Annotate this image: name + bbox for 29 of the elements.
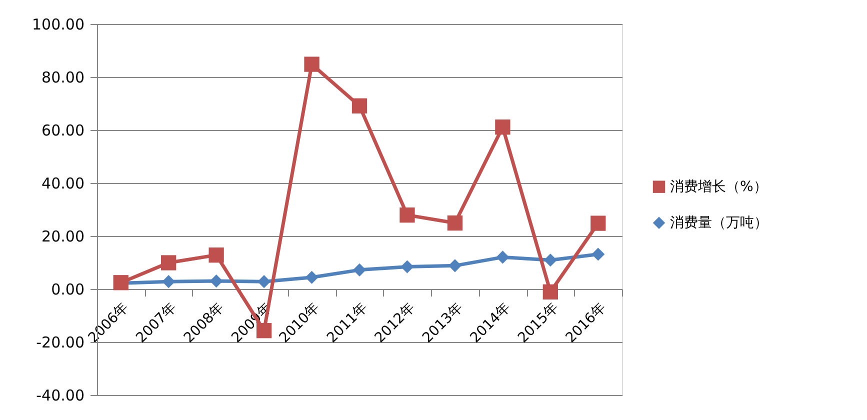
point: [305, 270, 318, 284]
point: [352, 98, 368, 114]
point: [590, 216, 606, 231]
point: [304, 56, 320, 72]
point: [208, 247, 224, 263]
point: [544, 254, 557, 267]
y-tick-label: 20.00: [42, 228, 84, 246]
legend-label: 消费增长（%）: [670, 178, 768, 195]
y-tick-label: 60.00: [42, 122, 84, 140]
y-tick-label: 100.00: [32, 16, 84, 34]
y-tick-label: 0.00: [51, 280, 84, 298]
point: [447, 215, 463, 231]
y-tick-label: 80.00: [42, 68, 84, 86]
y-tick-label: -20.00: [36, 334, 84, 352]
point: [448, 259, 462, 272]
point: [258, 275, 271, 288]
point: [542, 284, 558, 300]
point: [210, 274, 223, 288]
point: [400, 207, 415, 223]
point: [496, 250, 510, 264]
y-tick-label: -40.00: [36, 386, 84, 404]
point: [352, 263, 366, 276]
point: [592, 248, 605, 261]
point: [161, 255, 176, 270]
point: [162, 275, 176, 288]
y-tick-label: 40.00: [42, 174, 84, 192]
point: [400, 260, 414, 274]
point: [495, 120, 510, 135]
legend-label: 消费量（万吨）: [670, 214, 768, 231]
